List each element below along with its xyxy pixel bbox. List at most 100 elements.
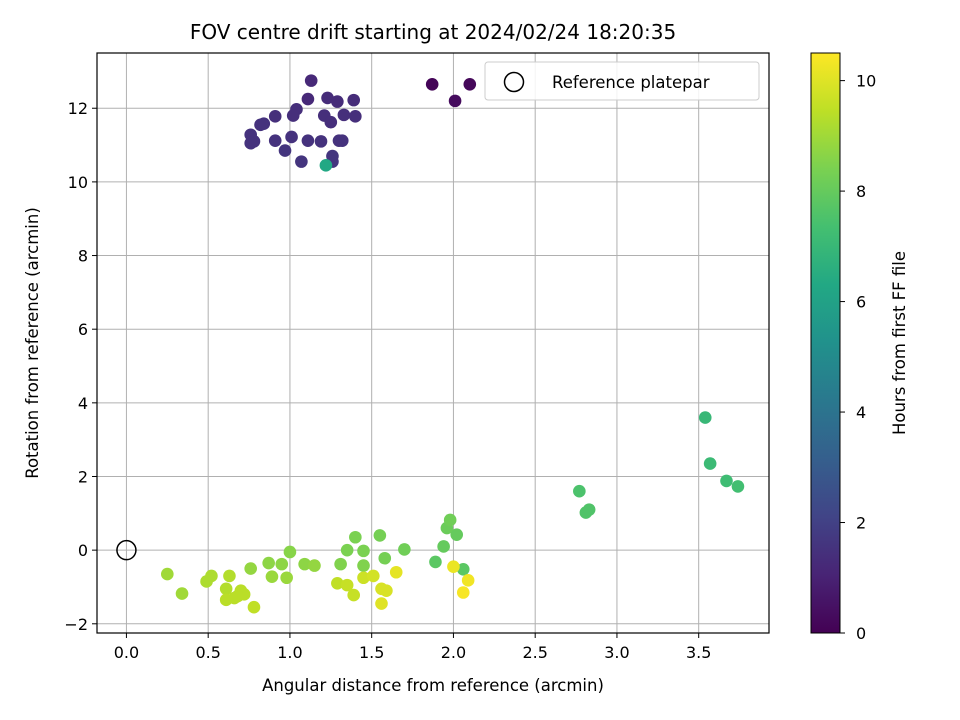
data-point	[161, 567, 174, 581]
x-tick-label: 3.0	[604, 643, 629, 662]
data-point	[314, 135, 328, 148]
data-point	[357, 571, 370, 585]
x-tick-label: 1.5	[359, 643, 384, 662]
colorbar-tick-label: 0	[856, 624, 866, 643]
data-point	[324, 115, 338, 129]
data-point	[340, 543, 354, 557]
data-points	[161, 74, 745, 614]
data-point	[219, 582, 233, 596]
colorbar-tick-label: 2	[856, 514, 866, 533]
data-point	[375, 597, 388, 610]
colorbar-gradient	[810, 52, 841, 634]
data-point	[429, 555, 442, 569]
data-point	[398, 543, 411, 556]
data-point	[331, 576, 344, 590]
plot-area: 0.0 0.5 1.0 1.5 2.0 2.5 3.0 3.5 −2 0 2 4 6 8 10 12	[64, 52, 770, 662]
data-point	[286, 109, 300, 122]
x-axis-label: Angular distance from reference (arcmin)	[262, 676, 604, 695]
data-point	[285, 130, 298, 144]
data-point	[295, 155, 308, 168]
data-point	[331, 95, 344, 108]
legend-label: Reference platepar	[552, 73, 710, 92]
data-point	[357, 544, 370, 558]
data-point	[720, 474, 733, 488]
colorbar-tick-label: 8	[856, 182, 866, 201]
data-point	[301, 134, 315, 147]
data-point	[378, 551, 392, 565]
data-point	[463, 78, 477, 91]
data-point	[308, 559, 321, 572]
x-axis-ticks: 0.0 0.5 1.0 1.5 2.0 2.5 3.0 3.5	[114, 633, 711, 662]
data-point	[347, 93, 361, 107]
data-point	[268, 110, 282, 123]
data-point	[437, 540, 450, 553]
y-tick-label: 10	[68, 173, 88, 192]
colorbar-tick-label: 6	[856, 293, 866, 312]
data-point	[304, 74, 318, 87]
data-point	[247, 600, 261, 614]
data-point	[280, 571, 293, 585]
x-tick-label: 1.0	[277, 643, 302, 662]
data-point	[231, 589, 244, 603]
y-tick-label: 4	[78, 394, 88, 413]
data-point	[698, 411, 712, 424]
data-point	[334, 557, 347, 571]
data-point	[373, 529, 387, 542]
data-point	[349, 110, 362, 123]
data-point	[347, 588, 361, 602]
data-point	[298, 557, 311, 571]
x-tick-label: 2.0	[441, 643, 466, 662]
data-point	[262, 556, 275, 570]
data-point	[389, 565, 403, 579]
data-point	[335, 134, 349, 147]
data-point	[461, 574, 475, 587]
data-point	[367, 569, 380, 583]
data-point	[244, 562, 257, 575]
x-tick-label: 0.5	[195, 643, 220, 662]
x-tick-label: 0.0	[114, 643, 139, 662]
data-point	[275, 557, 289, 571]
reference-platepar-marker	[116, 539, 137, 561]
data-point	[456, 562, 470, 576]
chart-title: FOV centre drift starting at 2024/02/24 …	[190, 20, 676, 44]
data-point	[321, 91, 334, 105]
data-point	[223, 569, 236, 583]
colorbar-tick-label: 4	[856, 403, 866, 422]
colorbar-ticks: 0 2 4 6 8 10	[840, 72, 876, 643]
legend-marker-icon	[503, 71, 525, 93]
data-point	[278, 144, 292, 157]
data-point	[319, 159, 333, 172]
y-tick-label: 12	[68, 99, 88, 118]
data-point	[456, 586, 470, 599]
data-point	[443, 513, 457, 527]
colorbar-label: Hours from first FF file	[890, 251, 909, 435]
legend: Reference platepar	[484, 61, 760, 101]
y-axis-label: Rotation from reference (arcmin)	[23, 207, 42, 479]
data-point	[244, 136, 257, 150]
y-axis-ticks: −2 0 2 4 6 8 10 12	[64, 99, 97, 634]
y-tick-label: 6	[78, 320, 88, 339]
y-tick-label: 0	[78, 541, 88, 560]
data-point	[703, 457, 717, 470]
plot-frame	[96, 52, 770, 634]
data-point	[349, 530, 362, 544]
data-point	[340, 578, 354, 592]
data-point	[337, 108, 351, 122]
data-point	[573, 484, 586, 498]
data-point	[257, 117, 271, 131]
colorbar: 0 2 4 6 8 10 Hours from first FF file	[810, 52, 909, 643]
data-point	[450, 528, 464, 541]
data-point	[268, 134, 282, 147]
legend-box	[484, 61, 760, 101]
data-point	[447, 560, 460, 574]
data-point	[200, 575, 213, 588]
data-point	[175, 587, 189, 600]
data-point	[425, 78, 439, 91]
data-point	[283, 545, 297, 559]
data-point	[301, 92, 315, 106]
data-point	[265, 570, 279, 583]
y-tick-label: 8	[78, 247, 88, 266]
x-tick-label: 2.5	[522, 643, 547, 662]
